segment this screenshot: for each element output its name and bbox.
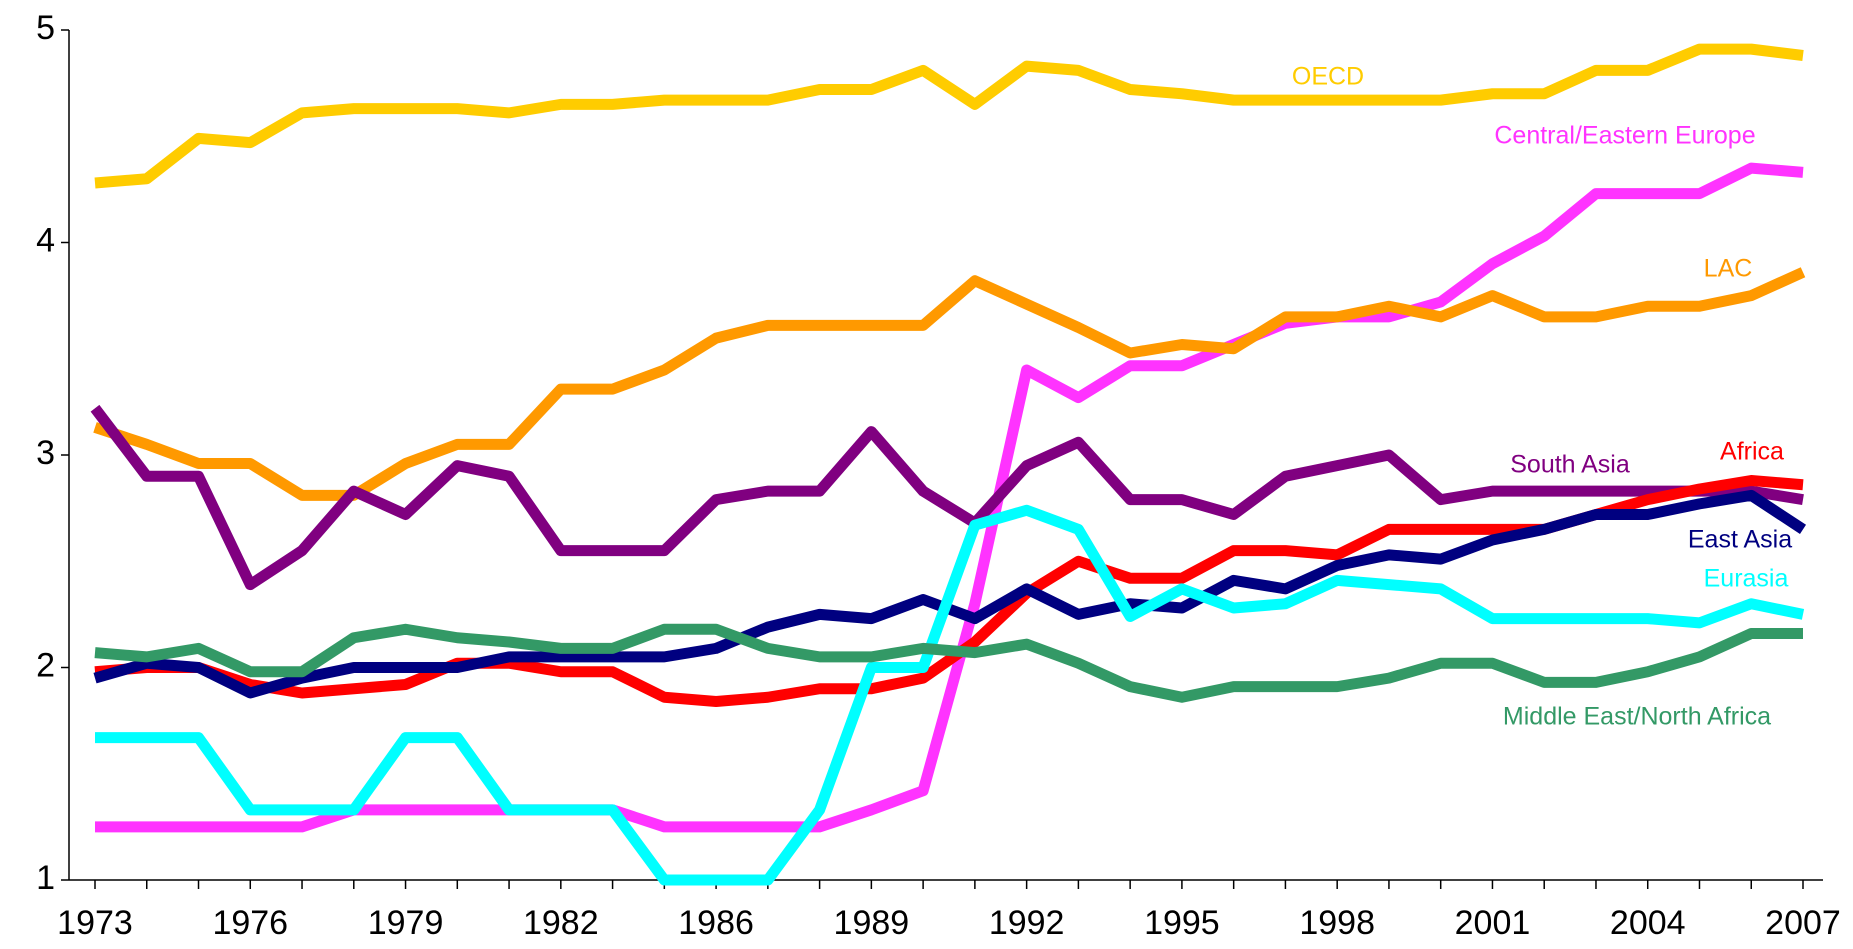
series-label: East Asia <box>1688 526 1792 554</box>
x-tick-label: 2004 <box>1610 904 1686 942</box>
series-label: LAC <box>1704 255 1753 283</box>
series-line <box>94 623 1803 703</box>
series-line <box>95 162 1804 833</box>
x-tick-label: 1973 <box>57 904 133 942</box>
x-tick-label: 1979 <box>368 904 444 942</box>
series-line <box>90 404 1804 591</box>
series-line <box>94 43 1804 189</box>
x-tick-label: 1989 <box>834 904 910 942</box>
series-line <box>95 504 1805 886</box>
y-tick-label: 3 <box>36 434 55 472</box>
x-tick-label: 1976 <box>212 904 288 942</box>
series-label: Eurasia <box>1704 565 1789 593</box>
x-tick-label: 1998 <box>1299 904 1375 942</box>
x-tick-label: 1992 <box>989 904 1065 942</box>
x-tick-label: 1995 <box>1144 904 1220 942</box>
y-tick-label: 4 <box>36 221 55 259</box>
x-tick-label: 2001 <box>1455 904 1531 942</box>
series-label: Central/Eastern Europe <box>1494 122 1755 150</box>
y-tick-label: 2 <box>36 646 55 684</box>
series-line <box>93 267 1806 501</box>
y-tick-label: 1 <box>36 859 55 897</box>
y-tick-label: 5 <box>36 9 55 47</box>
x-tick-label: 1982 <box>523 904 599 942</box>
series-label: Africa <box>1720 438 1784 466</box>
x-tick-label: 2007 <box>1765 904 1841 942</box>
series-label: Middle East/North Africa <box>1503 703 1771 731</box>
x-tick-label: 1986 <box>678 904 754 942</box>
series-label: OECD <box>1292 63 1364 91</box>
series-label: South Asia <box>1510 451 1630 479</box>
